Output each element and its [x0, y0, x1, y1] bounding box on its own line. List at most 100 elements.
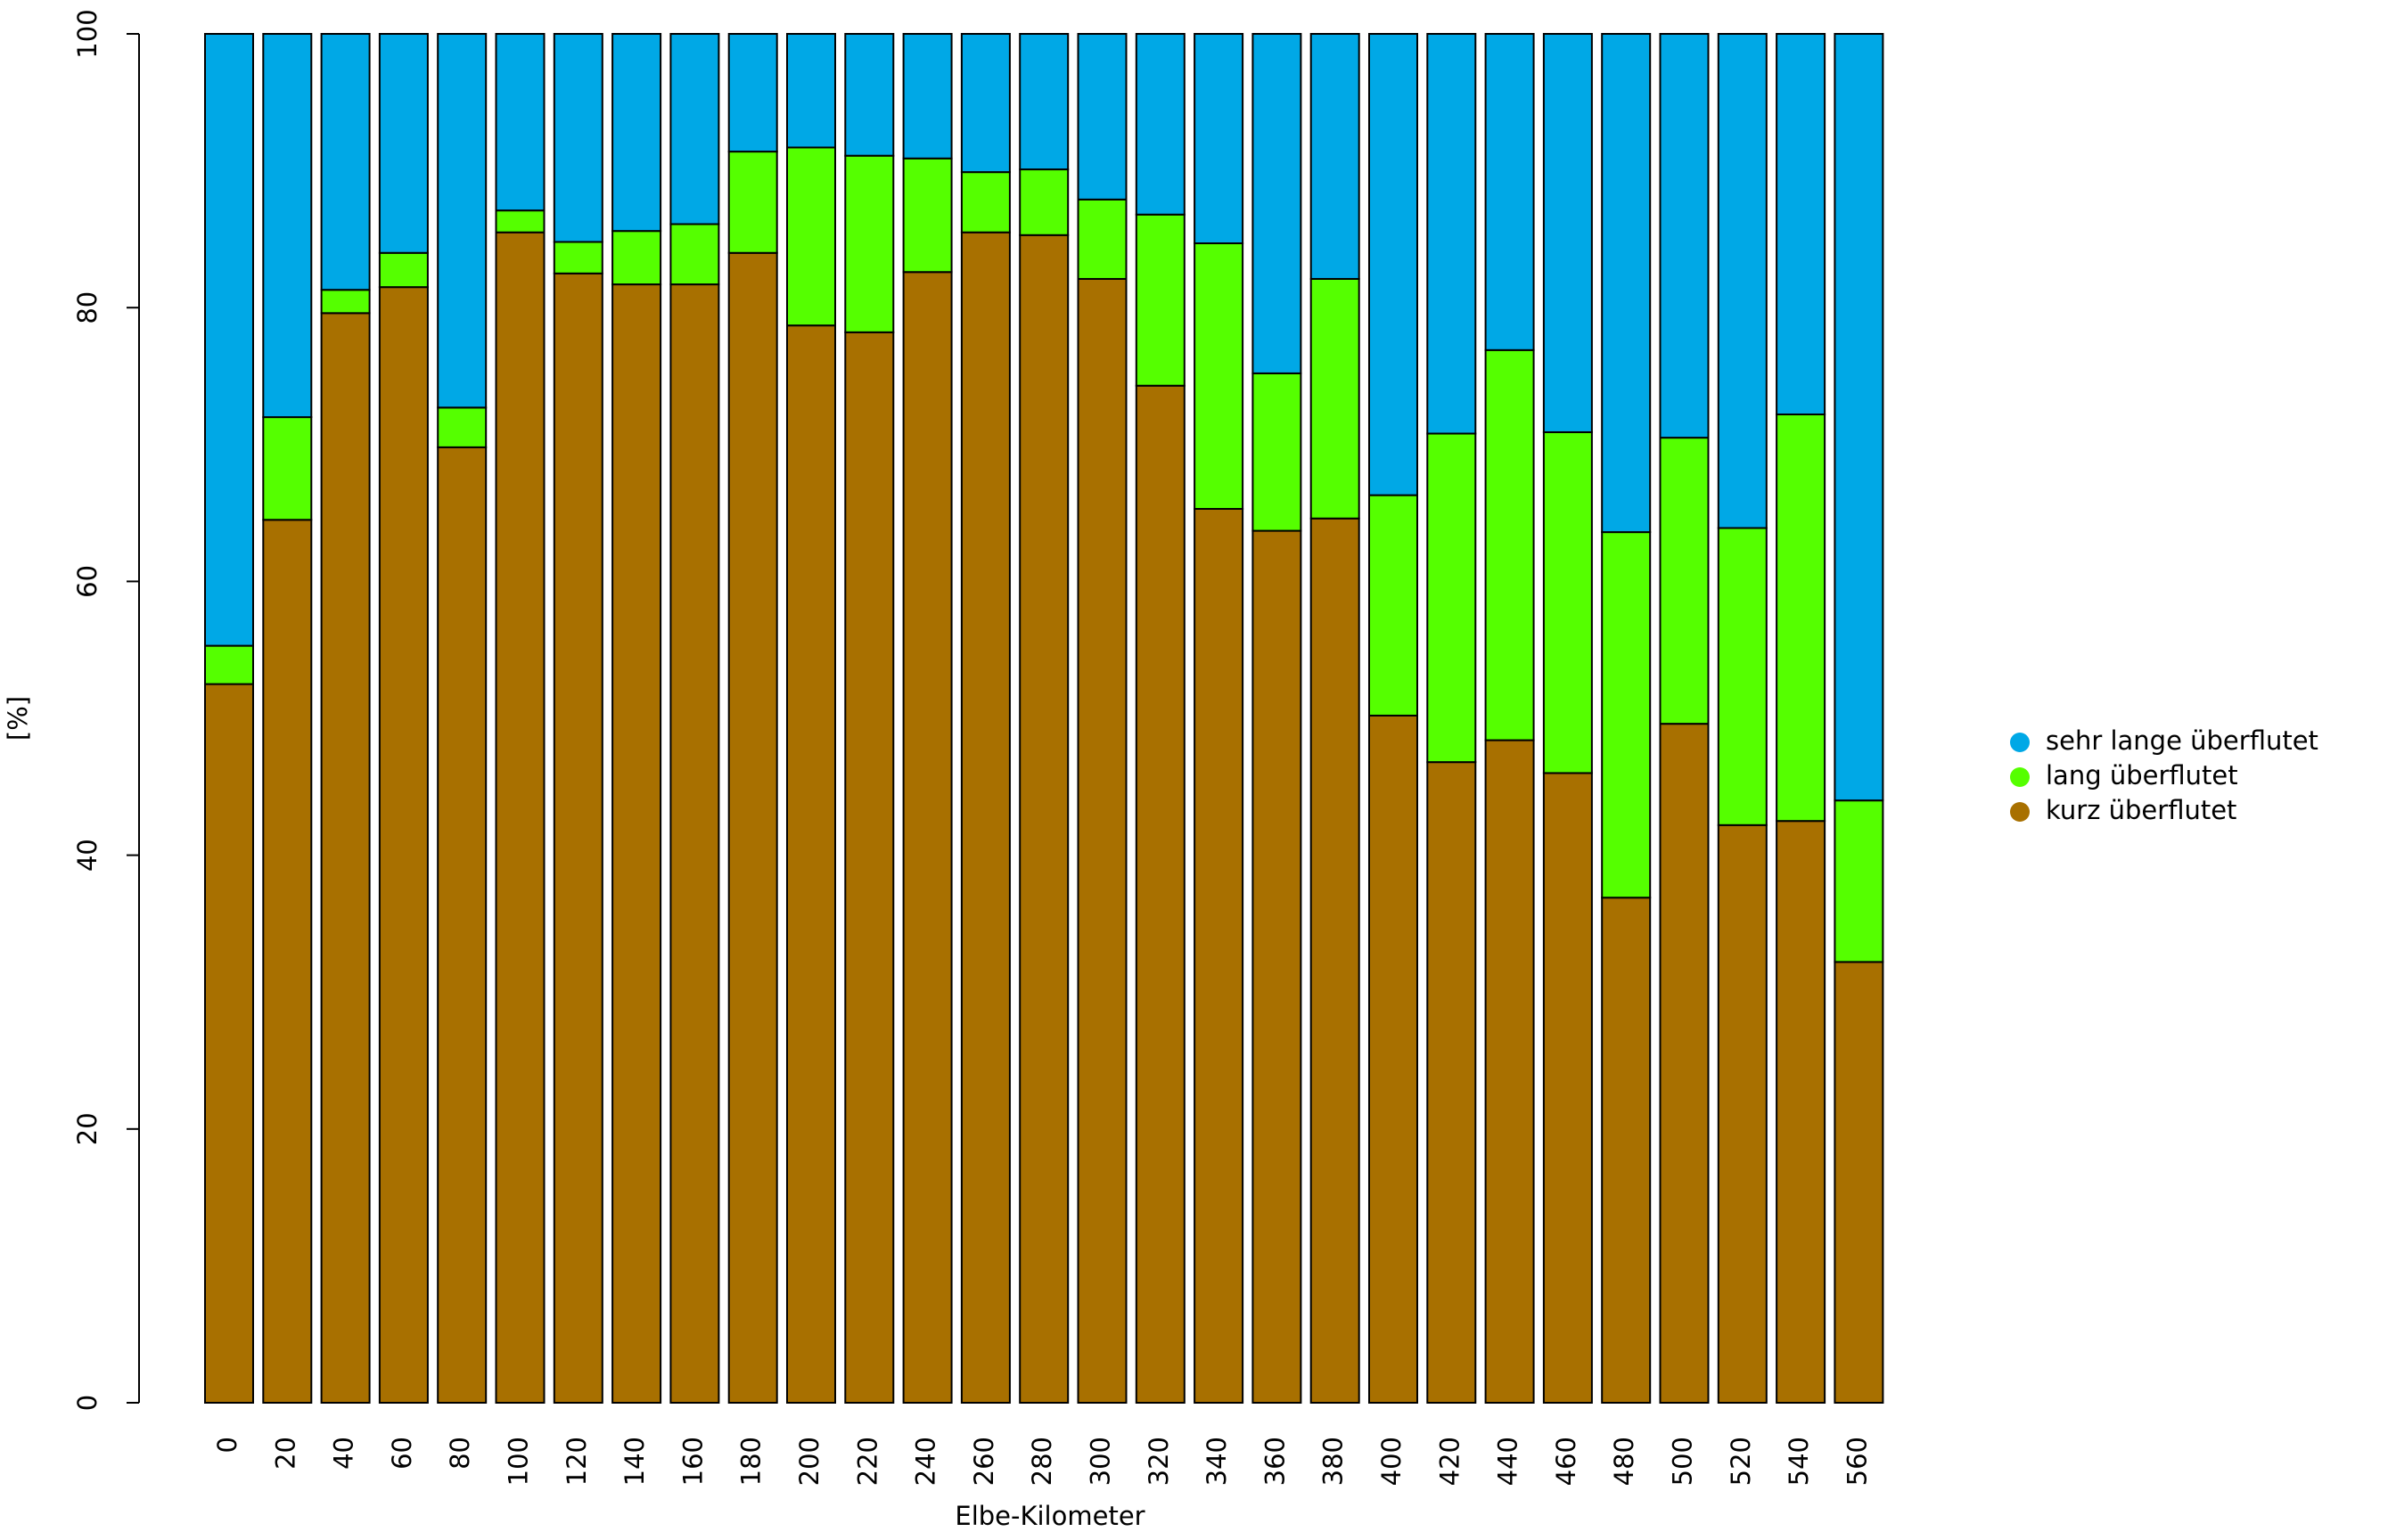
bar-segment	[1368, 33, 1418, 496]
bar-segment	[1019, 233, 1070, 1404]
bar-segment	[553, 241, 603, 274]
bar-segment	[1776, 414, 1826, 823]
bar-segment	[1368, 494, 1418, 717]
bar-segment	[786, 324, 836, 1405]
bar-segment	[1426, 761, 1477, 1404]
bar-segment	[960, 171, 1011, 233]
bar-segment	[378, 33, 429, 254]
x-tick-label: 520	[1726, 1437, 1756, 1486]
bar-segment	[553, 33, 603, 243]
bar-segment	[786, 146, 836, 327]
bar-segment	[1426, 33, 1477, 435]
legend-label: sehr lange überflutet	[2046, 725, 2318, 756]
x-tick-label: 560	[1842, 1437, 1872, 1486]
bar-segment	[1194, 507, 1244, 1404]
legend-label: kurz überflutet	[2046, 795, 2236, 825]
x-tick-label: 60	[387, 1437, 417, 1470]
bar-segment	[262, 416, 313, 521]
x-tick-label: 260	[969, 1437, 999, 1486]
bar-segment	[1717, 527, 1768, 826]
x-tick-label: 20	[270, 1437, 300, 1470]
x-tick-label: 500	[1668, 1437, 1698, 1486]
bar-segment	[262, 33, 313, 419]
x-tick-label: 540	[1784, 1437, 1814, 1486]
y-tick-label: 80	[72, 291, 103, 324]
bar-segment	[1077, 277, 1128, 1405]
bar-segment	[320, 33, 371, 291]
bar-segment	[960, 231, 1011, 1405]
bar-segment	[669, 283, 720, 1404]
bar-segment	[378, 251, 429, 289]
bar-segment	[262, 519, 313, 1404]
bar-segment	[1135, 33, 1186, 216]
y-tick-label: 100	[72, 9, 103, 58]
bar-segment	[1077, 33, 1128, 201]
bar-segment	[1834, 799, 1884, 963]
bar-segment	[1135, 384, 1186, 1405]
bar-segment	[611, 283, 662, 1404]
bar-segment	[611, 33, 662, 233]
bar-segment	[727, 251, 778, 1404]
bar-segment	[204, 644, 254, 685]
y-tick-label: 40	[72, 839, 103, 872]
x-tick-label: 280	[1027, 1437, 1057, 1486]
bar-segment	[1135, 213, 1186, 387]
bar-segment	[844, 154, 895, 333]
bar-segment	[1019, 33, 1070, 171]
bar-segment	[1542, 772, 1593, 1404]
bar-segment	[902, 157, 953, 274]
bar-segment	[1717, 33, 1768, 529]
bar-segment	[1834, 961, 1884, 1404]
bar-segment	[1542, 430, 1593, 774]
bar-segment	[320, 289, 371, 315]
x-tick-label: 160	[677, 1437, 708, 1486]
bar-segment	[1717, 823, 1768, 1404]
x-tick-label: 140	[620, 1437, 650, 1486]
x-tick-label: 40	[329, 1437, 359, 1470]
bar-segment	[1776, 820, 1826, 1404]
y-tick-label: 60	[72, 565, 103, 598]
x-tick-label: 400	[1376, 1437, 1407, 1486]
legend-marker	[2010, 767, 2030, 787]
bar-segment	[786, 33, 836, 149]
bar-segment	[1194, 33, 1244, 245]
x-tick-label: 240	[911, 1437, 941, 1486]
bar-segment	[1601, 531, 1652, 899]
y-axis-label: [%]	[3, 696, 33, 741]
x-tick-label: 460	[1551, 1437, 1581, 1486]
x-tick-label: 360	[1260, 1437, 1290, 1486]
x-tick-label: 440	[1493, 1437, 1523, 1486]
x-tick-label: 200	[794, 1437, 825, 1486]
x-tick-label: 0	[212, 1437, 242, 1453]
bar-segment	[844, 331, 895, 1404]
bar-segment	[844, 33, 895, 157]
y-tick-label: 0	[72, 1395, 103, 1411]
bar-segment	[1368, 714, 1418, 1404]
legend-marker	[2010, 802, 2030, 822]
bar-segment	[378, 286, 429, 1404]
x-tick-label: 180	[736, 1437, 767, 1486]
legend-label: lang überflutet	[2046, 760, 2238, 790]
bar-segment	[1659, 437, 1710, 725]
bar-segment	[204, 683, 254, 1404]
x-tick-label: 480	[1609, 1437, 1639, 1486]
bar-segment	[1309, 517, 1360, 1404]
y-tick-label: 20	[72, 1112, 103, 1145]
x-tick-label: 220	[852, 1437, 882, 1486]
bar-segment	[1834, 33, 1884, 802]
bar-segment	[437, 406, 488, 448]
bar-segment	[1194, 242, 1244, 510]
bar-segment	[902, 271, 953, 1404]
x-tick-label: 80	[445, 1437, 475, 1470]
bar-segment	[1077, 198, 1128, 280]
bar-segment	[1251, 529, 1302, 1404]
x-tick-label: 420	[1434, 1437, 1465, 1486]
bar-segment	[1484, 33, 1535, 351]
bar-segment	[1659, 33, 1710, 439]
x-tick-label: 300	[1086, 1437, 1116, 1486]
bar-segment	[727, 33, 778, 153]
bar-segment	[1426, 432, 1477, 764]
bar-segment	[204, 33, 254, 647]
bar-segment	[1251, 372, 1302, 532]
